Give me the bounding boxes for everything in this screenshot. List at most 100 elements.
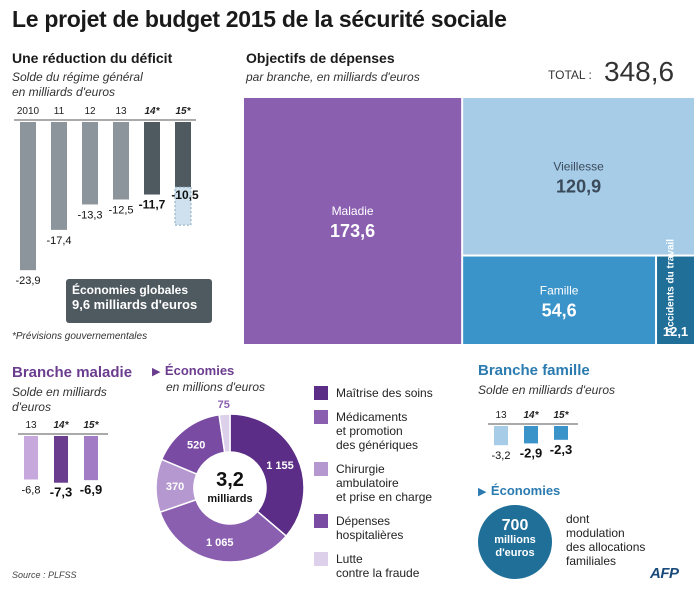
deficit-tick-label: 15* bbox=[175, 106, 191, 117]
deficit-value-label: -23,9 bbox=[15, 275, 40, 287]
donut-slice-label: 370 bbox=[166, 481, 184, 493]
small-chart-tick-label: 14* bbox=[53, 420, 69, 431]
deficit-subtitle: Solde du régime général bbox=[12, 70, 143, 84]
deficit-bar bbox=[82, 122, 98, 205]
triangle-icon-2: ▶ bbox=[478, 486, 487, 498]
econ-text-4: familiales bbox=[566, 554, 617, 568]
small-chart-value-label: -6,8 bbox=[22, 485, 41, 497]
deficit-bar bbox=[51, 122, 67, 230]
objectives-title: Objectifs de dépenses bbox=[246, 50, 395, 66]
deficit-tick-label: 11 bbox=[54, 106, 65, 117]
circle-value: 700 bbox=[501, 517, 529, 534]
total-value: 348,6 bbox=[604, 56, 675, 87]
small-chart-bar bbox=[84, 436, 98, 481]
circle-label-2: d'euros bbox=[495, 547, 535, 559]
donut-slice-label: 1 065 bbox=[206, 537, 234, 549]
page-title: Le projet de budget 2015 de la sécurité … bbox=[12, 6, 507, 32]
legend-label: Chirurgie bbox=[336, 462, 385, 476]
economies-donut: 1 155 1 065 370 520 75 3,2 milliards bbox=[155, 399, 305, 563]
donut-slice-label: 1 155 bbox=[266, 460, 294, 472]
total-label: TOTAL : bbox=[548, 68, 592, 82]
legend-swatch bbox=[314, 410, 328, 424]
legend-label: Maîtrise des soins bbox=[336, 386, 433, 400]
deficit-chart: 2010 -23,9 11 -17,4 12 -13,3 13 -12,5 14* -11,7 15… bbox=[14, 106, 199, 287]
small-chart-bar bbox=[54, 436, 68, 483]
deficit-bar bbox=[144, 122, 160, 195]
small-chart-value-label: -3,2 bbox=[492, 450, 511, 462]
economies-header: ▶ Économies bbox=[152, 362, 234, 380]
small-chart-tick-label: 13 bbox=[25, 420, 37, 431]
small-chart-bar bbox=[524, 426, 538, 444]
treemap-cell-name: Maladie bbox=[332, 204, 374, 218]
small-chart-tick-label: 15* bbox=[83, 420, 99, 431]
treemap-cell-value: 54,6 bbox=[542, 300, 577, 320]
treemap-chart: Maladie 173,6 Vieillesse 120,9 Famille 54,6 Ac… bbox=[244, 98, 694, 344]
donut-slice bbox=[159, 498, 288, 563]
source-note: Source : PLFSS bbox=[12, 570, 77, 580]
legend-label: contre la fraude bbox=[336, 566, 420, 580]
famille-econ-title: Économies bbox=[490, 483, 561, 498]
treemap-cell-name: Famille bbox=[540, 283, 579, 297]
legend-swatch bbox=[314, 462, 328, 476]
legend-swatch bbox=[314, 514, 328, 528]
legend-label: des génériques bbox=[336, 438, 418, 452]
deficit-tick-label: 12 bbox=[84, 106, 96, 117]
donut-slice bbox=[229, 413, 305, 538]
deficit-value-label: -12,5 bbox=[108, 205, 133, 217]
triangle-icon: ▶ bbox=[152, 366, 161, 378]
famille-branch-subtitle: Solde en milliards d'euros bbox=[478, 383, 616, 397]
treemap-cell bbox=[657, 256, 694, 344]
deficit-tick-label: 2010 bbox=[17, 106, 40, 117]
small-chart-tick-label: 13 bbox=[495, 410, 507, 421]
deficit-savings-bar bbox=[174, 186, 192, 226]
small-chart-value-label: -7,3 bbox=[50, 485, 72, 500]
treemap-cell-value: 173,6 bbox=[330, 221, 375, 241]
legend-label: et prise en charge bbox=[336, 490, 432, 504]
deficit-tick-label: 14* bbox=[144, 106, 160, 117]
donut-center-value: 3,2 bbox=[216, 469, 244, 491]
econ-text-1: dont bbox=[566, 512, 590, 526]
legend-label: Dépenses bbox=[336, 514, 390, 528]
callout-label: Économies globales bbox=[72, 283, 189, 297]
callout-value: 9,6 milliards d'euros bbox=[72, 297, 198, 312]
maladie-branch-title: Branche maladie bbox=[12, 364, 133, 381]
objectives-subtitle: par branche, en milliards d'euros bbox=[246, 70, 420, 84]
circle-label-1: millions bbox=[494, 534, 536, 546]
legend-label: Lutte bbox=[336, 552, 363, 566]
famille-econ-header: ▶ Économies bbox=[478, 482, 560, 500]
afp-logo: AFP bbox=[650, 565, 679, 582]
legend-swatch bbox=[314, 552, 328, 566]
donut-slice-label: 75 bbox=[218, 399, 230, 411]
legend-label: ambulatoire bbox=[336, 476, 399, 490]
small-chart-tick-label: 14* bbox=[523, 410, 539, 421]
legend-label: Médicaments bbox=[336, 410, 407, 424]
deficit-value-label: -17,4 bbox=[46, 235, 71, 247]
treemap-cell bbox=[463, 256, 656, 344]
deficit-value-label: -10,5 bbox=[171, 188, 199, 202]
forecast-note: *Prévisions gouvernementales bbox=[12, 331, 148, 342]
deficit-title: Une réduction du déficit bbox=[12, 50, 173, 66]
maladie-branch-subtitle: Solde en milliards bbox=[12, 385, 107, 399]
donut-center-label: milliards bbox=[207, 493, 252, 505]
deficit-value-label: -11,7 bbox=[139, 198, 166, 212]
treemap-cell-value: 120,9 bbox=[556, 176, 601, 196]
deficit-bar bbox=[113, 122, 129, 200]
small-chart-value-label: -2,3 bbox=[550, 442, 572, 457]
small-chart-bar bbox=[554, 426, 568, 440]
deficit-tick-label: 13 bbox=[115, 106, 127, 117]
treemap-cell-name: Vieillesse bbox=[553, 159, 604, 173]
treemap-cell bbox=[244, 98, 462, 344]
economies-title: Économies bbox=[164, 363, 235, 378]
famille-branch-title: Branche famille bbox=[478, 362, 590, 379]
small-chart-bar bbox=[24, 436, 38, 480]
famille-econ-text: dont modulation des allocations familial… bbox=[566, 512, 645, 568]
legend-label: et promotion bbox=[336, 424, 403, 438]
maladie-branch-subtitle-2: d'euros bbox=[12, 400, 51, 414]
famille-econ-circle: 700 millions d'euros bbox=[478, 505, 552, 579]
deficit-bar bbox=[20, 122, 36, 271]
maladie-chart: 13 -6,8 14* -7,3 15* -6,9 bbox=[18, 420, 108, 500]
legend-label: hospitalières bbox=[336, 528, 403, 542]
donut-slice bbox=[218, 413, 231, 454]
treemap-cell-value: 12,1 bbox=[663, 324, 688, 339]
